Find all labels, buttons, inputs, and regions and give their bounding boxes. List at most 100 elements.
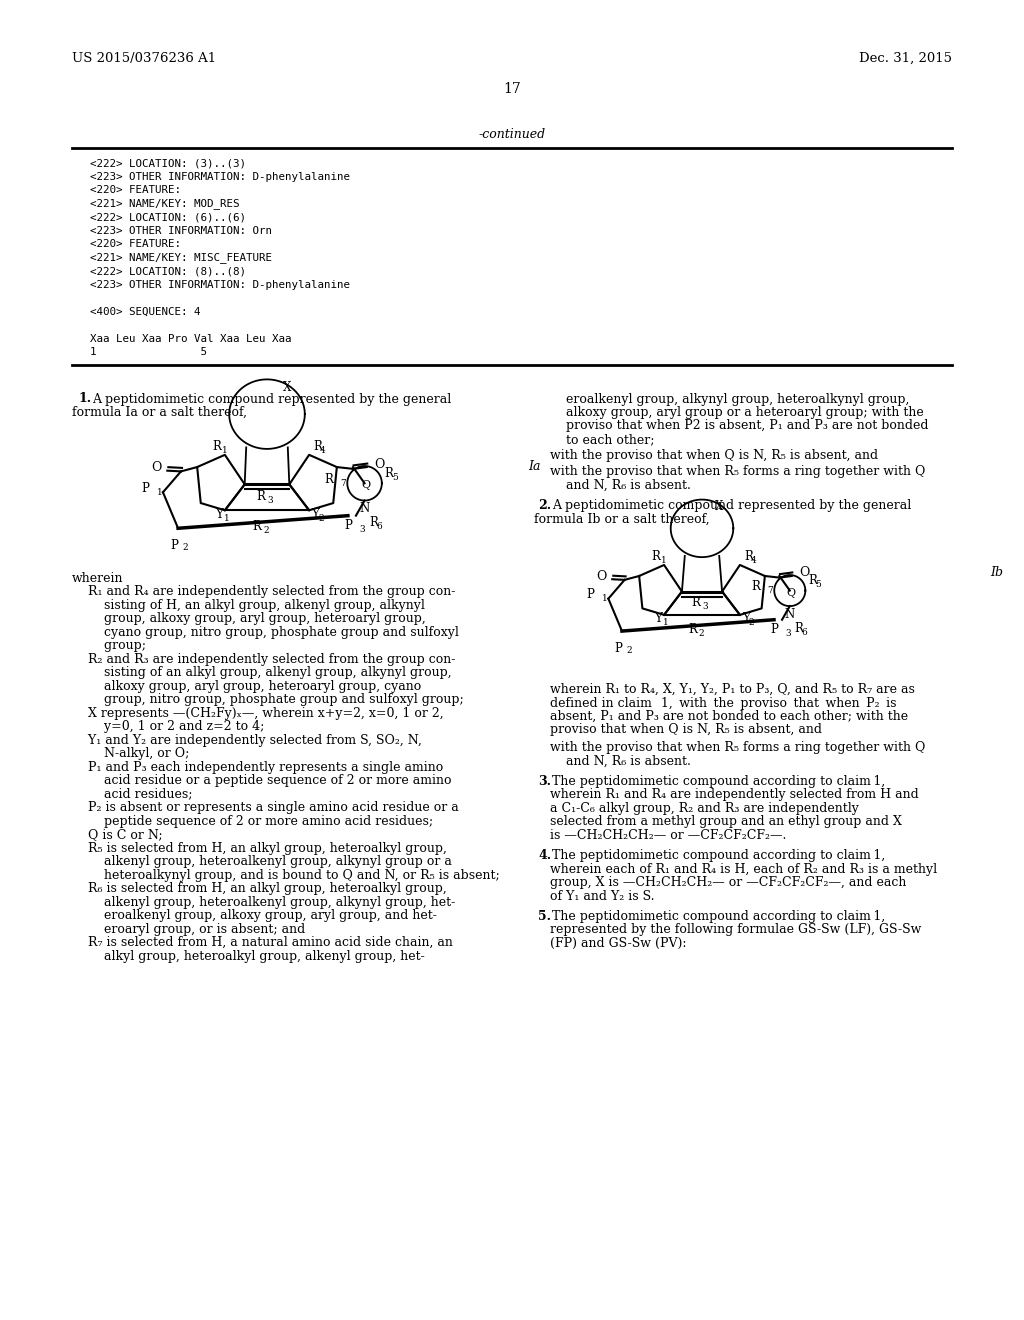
Text: a C₁-C₆ alkyl group, R₂ and R₃ are independently: a C₁-C₆ alkyl group, R₂ and R₃ are indep… xyxy=(534,801,859,814)
Text: 1: 1 xyxy=(224,513,229,523)
Text: 3: 3 xyxy=(359,525,365,535)
Text: and N, R₆ is absent.: and N, R₆ is absent. xyxy=(534,755,691,767)
Text: O: O xyxy=(596,570,606,582)
Text: O: O xyxy=(800,566,810,579)
Text: 5.: 5. xyxy=(538,909,551,923)
Text: of Y₁ and Y₂ is S.: of Y₁ and Y₂ is S. xyxy=(534,890,654,903)
Text: alkenyl group, heteroalkenyl group, alkynyl group or a: alkenyl group, heteroalkenyl group, alky… xyxy=(72,855,452,869)
Text: 6: 6 xyxy=(802,627,807,636)
Text: R₅ is selected from H, an alkyl group, heteroalkyl group,: R₅ is selected from H, an alkyl group, h… xyxy=(72,842,446,855)
Text: alkoxy group, aryl group or a heteroaryl group; with the: alkoxy group, aryl group or a heteroaryl… xyxy=(534,407,924,418)
Text: is —CH₂CH₂CH₂— or —CF₂CF₂CF₂—.: is —CH₂CH₂CH₂— or —CF₂CF₂CF₂—. xyxy=(534,829,786,842)
Text: P₁ and P₃ each independently represents a single amino: P₁ and P₃ each independently represents … xyxy=(72,760,443,774)
Text: 4.: 4. xyxy=(538,849,551,862)
Text: Q is C or N;: Q is C or N; xyxy=(72,828,163,841)
Text: 2: 2 xyxy=(698,628,705,638)
Text: X: X xyxy=(283,381,291,395)
Text: Y: Y xyxy=(215,508,223,521)
Text: R: R xyxy=(808,574,817,587)
Text: 1                5: 1 5 xyxy=(90,347,207,356)
Text: A peptidomimetic compound represented by the general: A peptidomimetic compound represented by… xyxy=(552,499,911,512)
Text: 4: 4 xyxy=(321,446,326,455)
Text: 2: 2 xyxy=(263,525,269,535)
Text: absent, P₁ and P₃ are not bonded to each other; with the: absent, P₁ and P₃ are not bonded to each… xyxy=(534,710,908,723)
Text: Y₁ and Y₂ are independently selected from S, SO₂, N,: Y₁ and Y₂ are independently selected fro… xyxy=(72,734,422,747)
Text: Xaa Leu Xaa Pro Val Xaa Leu Xaa: Xaa Leu Xaa Pro Val Xaa Leu Xaa xyxy=(90,334,292,343)
Text: and N, R₆ is absent.: and N, R₆ is absent. xyxy=(534,479,691,492)
Text: represented by the following formulae GS-Sw (LF), GS-Sw: represented by the following formulae GS… xyxy=(534,923,922,936)
Text: sisting of H, an alkyl group, alkenyl group, alkynyl: sisting of H, an alkyl group, alkenyl gr… xyxy=(72,599,425,611)
Text: <223> OTHER INFORMATION: D-phenylalanine: <223> OTHER INFORMATION: D-phenylalanine xyxy=(90,280,350,289)
Text: <220> FEATURE:: <220> FEATURE: xyxy=(90,185,181,195)
Text: R: R xyxy=(752,579,760,593)
Text: 2: 2 xyxy=(749,618,755,627)
Text: wherein R₁ to R₄, X, Y₁, Y₂, P₁ to P₃, Q, and R₅ to R₇ are as: wherein R₁ to R₄, X, Y₁, Y₂, P₁ to P₃, Q… xyxy=(534,682,914,696)
Text: The peptidomimetic compound according to claim 1,: The peptidomimetic compound according to… xyxy=(552,849,886,862)
Text: 5: 5 xyxy=(815,579,821,589)
Text: <222> LOCATION: (3)..(3): <222> LOCATION: (3)..(3) xyxy=(90,158,246,168)
Text: 1: 1 xyxy=(602,594,608,603)
Text: wherein: wherein xyxy=(72,572,124,585)
Text: 1: 1 xyxy=(157,488,163,496)
Text: R: R xyxy=(795,622,804,635)
Text: with the proviso that when Q is N, R₅ is absent, and: with the proviso that when Q is N, R₅ is… xyxy=(534,449,879,462)
Text: P₂ is absent or represents a single amino acid residue or a: P₂ is absent or represents a single amin… xyxy=(72,801,459,814)
Text: group, alkoxy group, aryl group, heteroaryl group,: group, alkoxy group, aryl group, heteroa… xyxy=(72,612,426,626)
Text: eroaryl group, or is absent; and: eroaryl group, or is absent; and xyxy=(72,923,305,936)
Text: R: R xyxy=(743,550,753,564)
Text: defined in claim   1,  with  the  proviso  that  when  P₂  is: defined in claim 1, with the proviso tha… xyxy=(534,697,896,710)
Text: R: R xyxy=(256,491,265,503)
Text: 1: 1 xyxy=(662,557,667,565)
Text: P: P xyxy=(344,519,352,532)
Text: peptide sequence of 2 or more amino acid residues;: peptide sequence of 2 or more amino acid… xyxy=(72,814,433,828)
Text: alkenyl group, heteroalkenyl group, alkynyl group, het-: alkenyl group, heteroalkenyl group, alky… xyxy=(72,896,456,908)
Text: <222> LOCATION: (8)..(8): <222> LOCATION: (8)..(8) xyxy=(90,267,246,276)
Text: <223> OTHER INFORMATION: Orn: <223> OTHER INFORMATION: Orn xyxy=(90,226,272,235)
Text: eroalkenyl group, alkynyl group, heteroalkynyl group,: eroalkenyl group, alkynyl group, heteroa… xyxy=(534,392,909,405)
Text: R: R xyxy=(325,473,333,486)
Text: R₁ and R₄ are independently selected from the group con-: R₁ and R₄ are independently selected fro… xyxy=(72,585,456,598)
Text: R: R xyxy=(313,441,322,453)
Text: R₂ and R₃ are independently selected from the group con-: R₂ and R₃ are independently selected fro… xyxy=(72,653,456,665)
Text: <221> NAME/KEY: MISC_FEATURE: <221> NAME/KEY: MISC_FEATURE xyxy=(90,252,272,264)
Text: alkyl group, heteroalkyl group, alkenyl group, het-: alkyl group, heteroalkyl group, alkenyl … xyxy=(72,950,425,962)
Text: with the proviso that when R₅ forms a ring together with Q: with the proviso that when R₅ forms a ri… xyxy=(534,741,926,754)
Text: Q: Q xyxy=(361,480,370,490)
Text: Dec. 31, 2015: Dec. 31, 2015 xyxy=(859,51,952,65)
Text: 6: 6 xyxy=(377,521,383,531)
Text: -continued: -continued xyxy=(478,128,546,141)
Text: 2: 2 xyxy=(626,645,632,655)
Text: R: R xyxy=(212,441,221,453)
Text: P: P xyxy=(141,482,148,495)
Text: cyano group, nitro group, phosphate group and sulfoxyl: cyano group, nitro group, phosphate grou… xyxy=(72,626,459,639)
Text: Y: Y xyxy=(654,612,663,626)
Text: group;: group; xyxy=(72,639,146,652)
Text: formula Ib or a salt thereof,: formula Ib or a salt thereof, xyxy=(534,512,710,525)
Text: Y: Y xyxy=(311,508,319,521)
Text: X: X xyxy=(715,500,724,513)
Text: 4: 4 xyxy=(751,557,757,565)
Text: Y: Y xyxy=(742,612,750,626)
Text: US 2015/0376236 A1: US 2015/0376236 A1 xyxy=(72,51,216,65)
Text: <221> NAME/KEY: MOD_RES: <221> NAME/KEY: MOD_RES xyxy=(90,198,240,210)
Text: formula Ia or a salt thereof,: formula Ia or a salt thereof, xyxy=(72,407,247,418)
Text: R: R xyxy=(688,623,696,636)
Text: X represents —(CH₂Fy)ₓ—, wherein x+y=2, x=0, 1 or 2,: X represents —(CH₂Fy)ₓ—, wherein x+y=2, … xyxy=(72,706,443,719)
Text: P: P xyxy=(587,589,594,601)
Text: heteroalkynyl group, and is bound to Q and N, or R₅ is absent;: heteroalkynyl group, and is bound to Q a… xyxy=(72,869,500,882)
Text: O: O xyxy=(151,461,162,474)
Text: 2.: 2. xyxy=(538,499,551,512)
Text: 2: 2 xyxy=(318,513,324,523)
Text: 3.: 3. xyxy=(538,775,551,788)
Text: <400> SEQUENCE: 4: <400> SEQUENCE: 4 xyxy=(90,306,201,317)
Text: group, X is —CH₂CH₂CH₂— or —CF₂CF₂CF₂—, and each: group, X is —CH₂CH₂CH₂— or —CF₂CF₂CF₂—, … xyxy=(534,876,906,890)
Text: R: R xyxy=(370,516,379,529)
Text: eroalkenyl group, alkoxy group, aryl group, and het-: eroalkenyl group, alkoxy group, aryl gro… xyxy=(72,909,437,923)
Text: N: N xyxy=(359,502,370,515)
Text: wherein R₁ and R₄ are independently selected from H and: wherein R₁ and R₄ are independently sele… xyxy=(534,788,919,801)
Text: 1: 1 xyxy=(222,446,227,455)
Text: sisting of an alkyl group, alkenyl group, alkynyl group,: sisting of an alkyl group, alkenyl group… xyxy=(72,667,452,680)
Text: <223> OTHER INFORMATION: D-phenylalanine: <223> OTHER INFORMATION: D-phenylalanine xyxy=(90,172,350,181)
Text: The peptidomimetic compound according to claim 1,: The peptidomimetic compound according to… xyxy=(552,909,886,923)
Text: 7: 7 xyxy=(340,479,346,488)
